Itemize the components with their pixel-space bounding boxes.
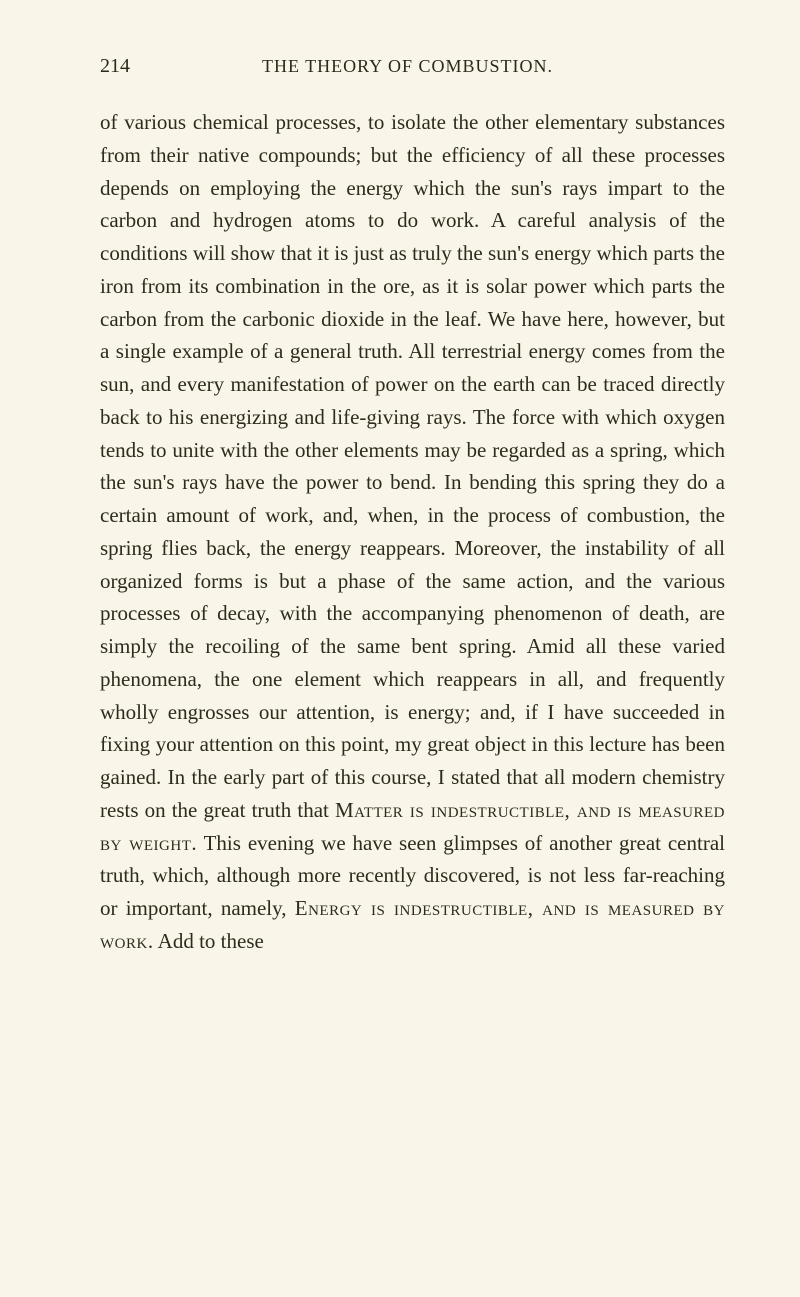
body-text: of various chemical processes, to isolat… — [100, 106, 725, 958]
page-header: 214 THE THEORY OF COMBUSTION. — [100, 55, 725, 78]
body-part-1: of various chemical processes, to isolat… — [100, 110, 725, 822]
page-title: THE THEORY OF COMBUSTION. — [90, 56, 725, 77]
body-part-3: Add to these — [154, 929, 264, 953]
